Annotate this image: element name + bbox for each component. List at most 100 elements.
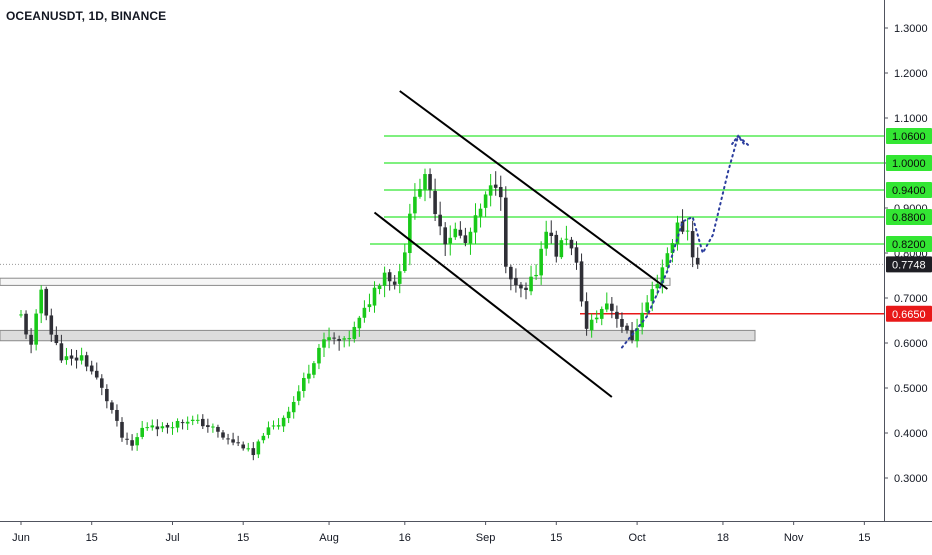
candle-body[interactable] — [650, 289, 655, 302]
candle-body[interactable] — [569, 239, 574, 249]
candle-body[interactable] — [665, 253, 670, 267]
candle-body[interactable] — [89, 365, 94, 372]
candle-body[interactable] — [256, 441, 261, 455]
candle-body[interactable] — [59, 343, 64, 361]
candle-body[interactable] — [34, 313, 38, 345]
candle-body[interactable] — [685, 230, 690, 232]
candle-body[interactable] — [655, 284, 660, 289]
candle-body[interactable] — [120, 421, 124, 438]
candle-body[interactable] — [594, 317, 599, 320]
candle-body[interactable] — [221, 432, 225, 438]
candle-body[interactable] — [236, 442, 240, 444]
candle-body[interactable] — [140, 427, 144, 437]
candle-body[interactable] — [408, 213, 412, 254]
candle-body[interactable] — [483, 194, 488, 208]
candle-body[interactable] — [231, 439, 235, 443]
candle-body[interactable] — [377, 285, 382, 290]
candle-body[interactable] — [190, 419, 195, 421]
candle-body[interactable] — [599, 308, 604, 319]
candle-body[interactable] — [266, 427, 271, 435]
candle-body[interactable] — [342, 338, 346, 340]
candle-body[interactable] — [539, 248, 543, 276]
candle-body[interactable] — [670, 243, 675, 254]
candle-body[interactable] — [69, 355, 74, 359]
candle-body[interactable] — [170, 427, 175, 429]
candle-body[interactable] — [695, 257, 700, 265]
candle-body[interactable] — [100, 378, 104, 388]
candle-body[interactable] — [690, 231, 695, 258]
candle-body[interactable] — [175, 420, 180, 428]
candle-body[interactable] — [584, 301, 589, 329]
candle-body[interactable] — [675, 222, 680, 245]
candle-body[interactable] — [574, 247, 579, 263]
candle-body[interactable] — [125, 438, 129, 440]
candle-body[interactable] — [296, 391, 301, 401]
candle-body[interactable] — [605, 303, 609, 310]
candle-body[interactable] — [332, 337, 336, 339]
candle-body[interactable] — [610, 303, 614, 311]
candle-body[interactable] — [534, 274, 538, 277]
candle-body[interactable] — [49, 315, 54, 335]
candle-body[interactable] — [387, 272, 392, 282]
candle-body[interactable] — [206, 425, 210, 428]
candle-body[interactable] — [519, 284, 523, 289]
candle-body[interactable] — [211, 426, 215, 428]
candle-body[interactable] — [504, 197, 508, 267]
candle-body[interactable] — [79, 355, 84, 361]
candle-body[interactable] — [160, 426, 165, 429]
resistance-band[interactable] — [0, 277, 671, 286]
candle-body[interactable] — [24, 313, 28, 335]
candle-body[interactable] — [246, 448, 251, 450]
candle-body[interactable] — [428, 174, 432, 190]
candle-body[interactable] — [226, 438, 230, 440]
candle-body[interactable] — [362, 307, 367, 318]
candle-body[interactable] — [352, 326, 357, 339]
candle-body[interactable] — [529, 276, 533, 292]
candle-body[interactable] — [498, 186, 503, 198]
candle-body[interactable] — [564, 238, 569, 240]
candle-body[interactable] — [19, 314, 23, 316]
candle-body[interactable] — [185, 421, 190, 424]
candle-body[interactable] — [448, 237, 453, 244]
candle-body[interactable] — [453, 228, 458, 238]
candle-body[interactable] — [620, 318, 624, 327]
candle-body[interactable] — [94, 370, 99, 378]
candle-body[interactable] — [423, 174, 427, 190]
channel-upper-line[interactable] — [399, 90, 668, 290]
candle-body[interactable] — [105, 388, 109, 402]
candle-body[interactable] — [397, 271, 402, 284]
candle-body[interactable] — [84, 355, 89, 367]
candle-body[interactable] — [403, 252, 407, 271]
support-band[interactable] — [0, 329, 756, 342]
candle-body[interactable] — [544, 231, 548, 249]
candle-body[interactable] — [145, 427, 150, 429]
candle-body[interactable] — [317, 347, 321, 364]
candle-body[interactable] — [488, 185, 493, 196]
candle-body[interactable] — [357, 317, 362, 329]
candle-body[interactable] — [463, 235, 468, 243]
candle-body[interactable] — [201, 418, 205, 427]
candle-body[interactable] — [135, 437, 139, 446]
candle-body[interactable] — [524, 287, 528, 290]
candle-body[interactable] — [493, 184, 498, 188]
candle-body[interactable] — [291, 401, 296, 413]
candle-body[interactable] — [418, 189, 422, 197]
candle-body[interactable] — [615, 311, 619, 319]
candle-body[interactable] — [579, 261, 584, 302]
candle-body[interactable] — [660, 267, 665, 284]
candle-body[interactable] — [54, 334, 59, 344]
candle-body[interactable] — [413, 196, 417, 214]
candle-body[interactable] — [271, 425, 276, 427]
candle-body[interactable] — [110, 402, 114, 410]
candle-body[interactable] — [150, 425, 155, 428]
candle-body[interactable] — [645, 302, 649, 312]
candle-body[interactable] — [625, 325, 629, 331]
candle-body[interactable] — [433, 191, 437, 215]
candle-body[interactable] — [130, 440, 134, 446]
candle-body[interactable] — [64, 356, 69, 361]
candle-body[interactable] — [276, 425, 281, 427]
candle-body[interactable] — [251, 448, 256, 456]
candle-body[interactable] — [281, 417, 286, 427]
